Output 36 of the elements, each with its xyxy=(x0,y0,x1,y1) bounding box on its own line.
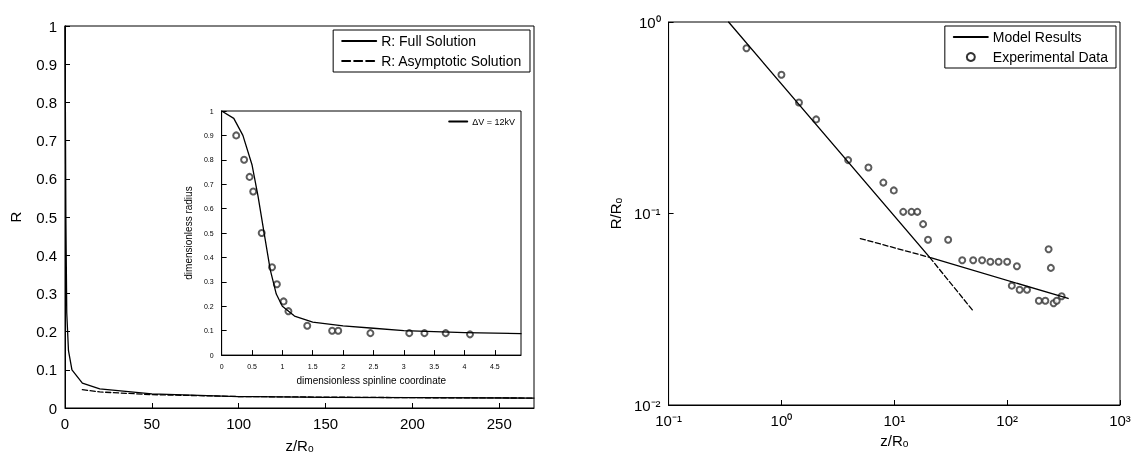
legend-label: Experimental Data xyxy=(992,49,1109,65)
x-tick-label: 200 xyxy=(399,415,425,432)
y-axis-title: R xyxy=(7,211,24,223)
legend-label: ΔV = 12kV xyxy=(472,116,516,127)
x-axis-title: z/Rₒ xyxy=(285,437,314,454)
legend-label: R: Asymptotic Solution xyxy=(381,53,522,69)
legend-label: R: Full Solution xyxy=(381,33,477,49)
x-tick-label: 150 xyxy=(313,415,339,432)
y-axis-title: dimensionless radius xyxy=(182,186,194,280)
y-tick-label: 10⁰ xyxy=(638,13,661,31)
y-tick-label: 0.7 xyxy=(36,132,57,150)
x-tick-label: 50 xyxy=(143,415,161,432)
y-axis-title: R/Rₒ xyxy=(607,197,624,230)
x-tick-label: 250 xyxy=(486,415,512,432)
x-tick-label: 10⁰ xyxy=(770,412,793,429)
x-tick-label: 10¹ xyxy=(883,412,906,429)
x-tick-label: 10³ xyxy=(1109,412,1131,429)
y-tick-label: 0.8 xyxy=(36,93,57,111)
x-tick-label: 10⁻¹ xyxy=(655,412,682,429)
y-tick-label: 0.4 xyxy=(36,246,57,264)
y-tick-label: 0.9 xyxy=(36,55,57,73)
x-tick-label: 100 xyxy=(226,415,252,432)
x-axis-title: z/Rₒ xyxy=(880,431,909,449)
x-tick-label: 10² xyxy=(996,412,1018,429)
y-tick-label: 10⁻¹ xyxy=(633,205,661,222)
y-tick-label: 0.5 xyxy=(36,208,57,226)
y-tick-label: 0.2 xyxy=(36,323,57,341)
x-tick-label: 0 xyxy=(60,415,70,432)
y-tick-label: 0 xyxy=(48,399,57,417)
legend-label: Model Results xyxy=(992,29,1082,45)
y-tick-label: 0.1 xyxy=(36,361,57,379)
y-tick-label: 1 xyxy=(48,17,57,35)
x-axis-title: dimensionless spinline coordinate xyxy=(296,374,447,386)
y-tick-label: 0.6 xyxy=(36,170,57,188)
y-tick-label: 0.3 xyxy=(36,284,57,302)
y-tick-label: 10⁻² xyxy=(633,396,661,414)
